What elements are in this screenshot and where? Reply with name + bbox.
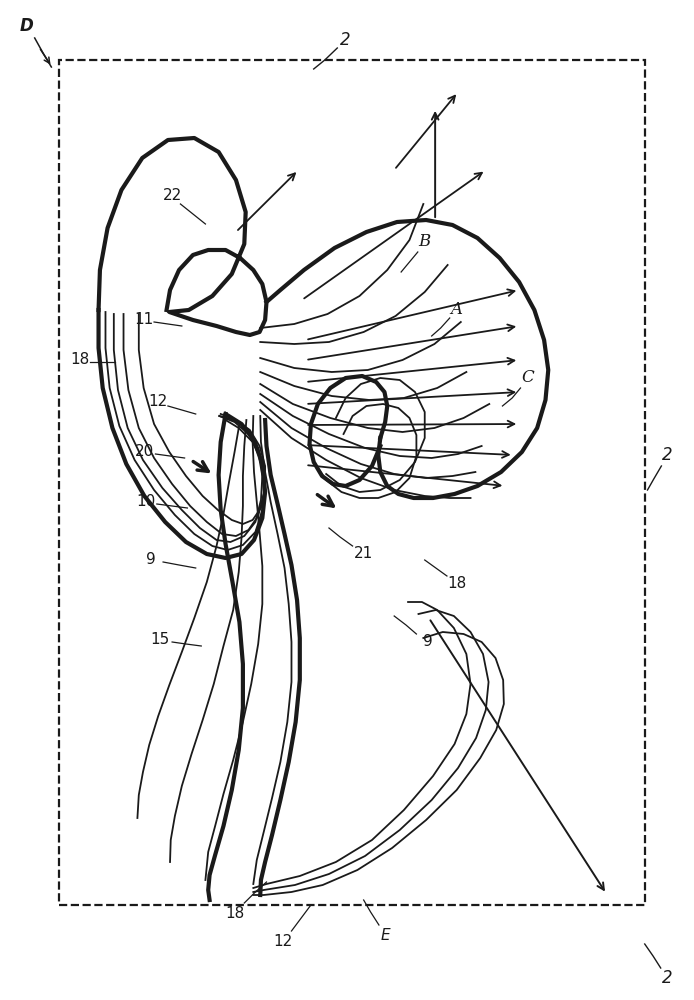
Text: D: D [19, 17, 33, 35]
Text: 18: 18 [447, 576, 466, 591]
Text: A: A [450, 302, 463, 318]
Text: 18: 18 [225, 906, 244, 922]
Text: B: B [418, 233, 431, 250]
Text: 2: 2 [662, 969, 673, 987]
Text: 10: 10 [136, 494, 155, 510]
Text: 12: 12 [149, 394, 168, 410]
Text: 12: 12 [273, 934, 293, 950]
Text: 18: 18 [70, 353, 90, 367]
Text: 2: 2 [662, 446, 673, 464]
Text: 9: 9 [146, 552, 156, 568]
Bar [59, 60, 645, 905]
Text: C: C [521, 369, 534, 386]
Text: 20: 20 [135, 444, 154, 460]
Text: 15: 15 [150, 633, 169, 648]
Text: 9: 9 [423, 635, 432, 650]
Text: 22: 22 [162, 188, 182, 204]
Text: 21: 21 [354, 546, 373, 562]
Text: 2: 2 [339, 31, 350, 49]
Text: E: E [381, 928, 391, 944]
Text: 11: 11 [135, 312, 154, 328]
